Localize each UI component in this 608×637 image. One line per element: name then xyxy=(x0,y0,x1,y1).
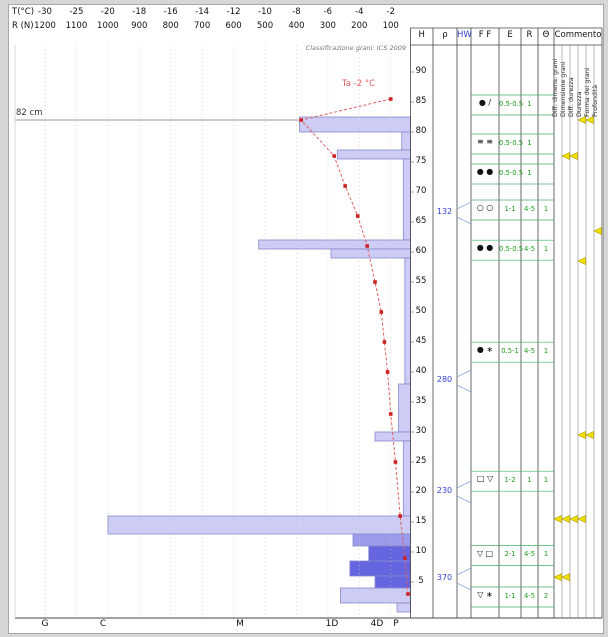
layer-bar xyxy=(107,515,411,535)
temperature-point xyxy=(388,412,393,416)
temperature-point xyxy=(343,184,347,188)
comment-marker-triangle xyxy=(569,152,578,160)
layer-bar xyxy=(299,116,411,133)
comment-marker-triangle xyxy=(585,116,594,124)
temperature-point xyxy=(388,97,393,101)
comment-marker-triangle xyxy=(577,431,586,439)
layer-bar xyxy=(258,239,411,250)
layer-bar xyxy=(396,602,411,613)
layer-bar xyxy=(398,383,411,433)
temperature-point xyxy=(398,514,402,518)
row-connector-line xyxy=(456,384,472,393)
temperature-point xyxy=(355,214,360,218)
layer-bar xyxy=(336,149,411,160)
temperature-point xyxy=(373,280,377,284)
layer-bar xyxy=(374,575,411,589)
comment-marker-triangle xyxy=(561,573,570,582)
layer-bar xyxy=(352,533,411,547)
temperature-point xyxy=(365,244,369,248)
temperature-point xyxy=(382,340,387,344)
row-connector-line xyxy=(456,480,472,489)
layer-bar xyxy=(402,158,411,241)
temperature-point xyxy=(393,460,398,464)
comment-marker-triangle xyxy=(553,515,562,523)
row-connector-line xyxy=(456,216,472,225)
row-connector-line xyxy=(456,201,472,210)
row-connector-line xyxy=(456,567,472,576)
comment-marker-triangle xyxy=(577,515,586,523)
temperature-point xyxy=(406,592,410,596)
comment-marker-triangle xyxy=(593,227,602,235)
layer-bar xyxy=(401,131,411,151)
row-connector-line xyxy=(456,582,472,591)
comment-marker-triangle xyxy=(585,431,594,439)
temperature-line xyxy=(300,98,409,595)
row-connector-line xyxy=(456,495,472,504)
comment-marker-triangle xyxy=(561,152,570,160)
temperature-point xyxy=(379,310,384,314)
temperature-point xyxy=(403,556,407,560)
temperature-point xyxy=(332,154,336,158)
comment-marker-triangle xyxy=(561,515,570,523)
comment-marker-triangle xyxy=(569,515,578,523)
layer-bar xyxy=(330,248,411,259)
row-connector-line xyxy=(456,369,472,378)
comment-marker-triangle xyxy=(577,257,586,265)
layer-bar xyxy=(340,587,411,604)
comment-marker-triangle xyxy=(577,116,586,124)
layer-bar xyxy=(402,440,411,517)
temperature-point xyxy=(385,370,390,374)
comment-marker-triangle xyxy=(553,573,562,582)
layer-bar xyxy=(404,257,411,385)
temperature-point xyxy=(299,118,303,122)
